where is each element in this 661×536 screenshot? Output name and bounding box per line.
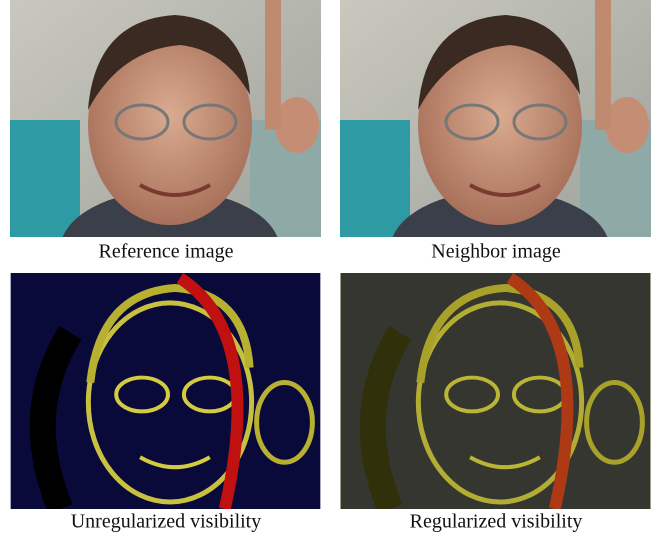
reference-image: [10, 0, 321, 310]
caption: Regularized visibility: [410, 511, 583, 533]
page: Reference image Neighbor image Unregular…: [0, 0, 661, 536]
caption: Neighbor image: [431, 241, 561, 263]
regularized-visibility-image: [340, 273, 651, 509]
caption: Unregularized visibility: [71, 511, 262, 533]
neighbor-image: [340, 0, 651, 310]
overlay: [340, 273, 651, 509]
unregularized-visibility-image: [11, 273, 321, 509]
figure: Reference image Neighbor image Unregular…: [0, 0, 661, 536]
caption: Reference image: [99, 241, 234, 263]
